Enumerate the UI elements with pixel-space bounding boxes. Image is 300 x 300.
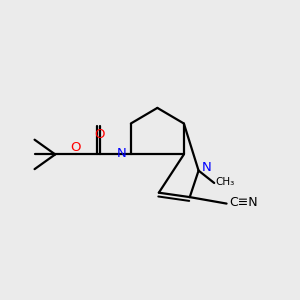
Text: CH₃: CH₃ — [216, 177, 235, 188]
Text: N: N — [202, 161, 212, 174]
Text: C≡N: C≡N — [229, 196, 257, 209]
Text: O: O — [95, 128, 105, 141]
Text: N: N — [117, 147, 127, 160]
Text: O: O — [70, 141, 80, 154]
